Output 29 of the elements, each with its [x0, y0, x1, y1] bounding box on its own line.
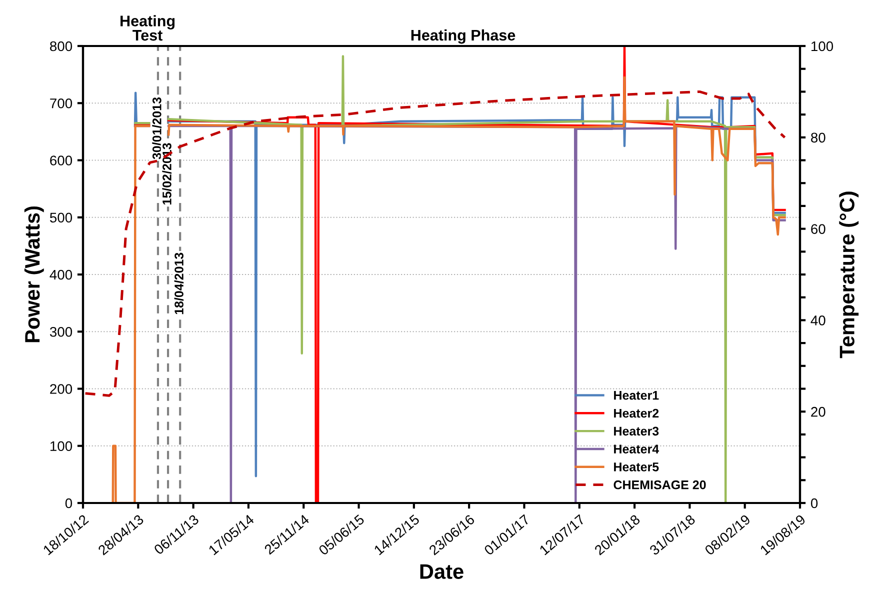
text: Heating Phase	[411, 29, 516, 44]
y-tick-label: 700	[50, 98, 72, 108]
y2-tick-label: 60	[811, 224, 826, 234]
legend-label: Heater2	[614, 408, 659, 418]
y2-tick-label: 80	[811, 132, 826, 143]
ref-line-label: 30/01/2013	[152, 97, 162, 160]
y-tick-label: 100	[50, 441, 72, 452]
y-tick-label: 0	[65, 498, 72, 508]
y-tick-label: 500	[50, 212, 72, 223]
y-tick-label: 400	[50, 270, 72, 280]
ref-line-label: 18/04/2013	[174, 252, 184, 314]
legend-label: Heater4	[614, 444, 660, 454]
legend-label: Heater1	[614, 391, 659, 400]
y2-tick-label: 100	[811, 41, 834, 52]
legend-label: Heater5	[614, 462, 659, 472]
y-axis-title: Power (Watts)	[24, 206, 44, 342]
y-tick-label: 300	[50, 326, 72, 337]
y2-tick-label: 0	[810, 498, 818, 508]
y2-tick-label: 20	[811, 406, 826, 417]
y2-axis-title: Temperature (°C)	[839, 192, 859, 358]
text: Heating Test	[120, 15, 175, 41]
y-tick-label: 800	[50, 41, 72, 52]
y-tick-label: 200	[50, 384, 72, 394]
ref-line-label: 15/02/2013	[162, 143, 172, 204]
legend-label: Heater3	[614, 426, 659, 436]
legend-label: CHEMISAGE 20	[614, 480, 706, 490]
x-axis-title: Date	[420, 564, 464, 579]
y2-tick-label: 40	[810, 316, 826, 326]
y-tick-label: 600	[50, 156, 72, 166]
